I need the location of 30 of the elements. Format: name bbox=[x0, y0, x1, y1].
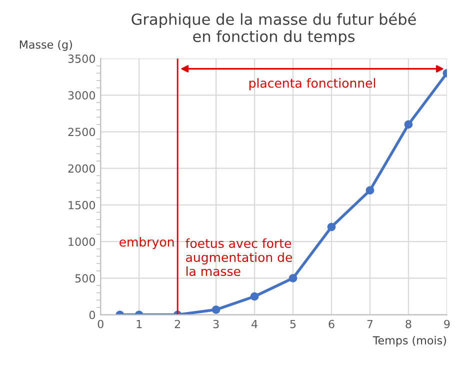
x-tick-label: 7 bbox=[367, 320, 373, 328]
chart-title: Graphique de la masse du futur bébé en fonction du temps bbox=[132, 12, 416, 46]
point bbox=[288, 274, 298, 282]
x-tick-label: 1 bbox=[136, 320, 142, 328]
x-tick-label: 4 bbox=[252, 320, 258, 328]
y-tick-label: 0 bbox=[89, 310, 96, 320]
y-tick-label: 500 bbox=[75, 274, 96, 283]
x-tick-label: 9 bbox=[444, 320, 450, 328]
point bbox=[212, 305, 220, 314]
y-tick-label: 3000 bbox=[68, 91, 96, 100]
x-tick-label: 8 bbox=[406, 320, 412, 328]
y-tick-label: 2500 bbox=[68, 128, 96, 136]
x-tick-label: 0 bbox=[98, 320, 104, 328]
point bbox=[250, 292, 259, 301]
point bbox=[366, 186, 374, 194]
x-axis-title: Temps (mois) bbox=[372, 336, 446, 347]
y-axis-title: Masse (g) bbox=[20, 40, 72, 51]
y-tick-label: 1500 bbox=[68, 200, 96, 210]
x-tick-label: 5 bbox=[290, 320, 296, 328]
annotation: placenta fonctionnel bbox=[249, 78, 376, 90]
annotation: embryon bbox=[120, 236, 174, 250]
x-tick-label: 2 bbox=[174, 320, 180, 328]
point bbox=[327, 222, 336, 232]
y-tick-label: 3500 bbox=[68, 54, 96, 63]
y-tick-label: 1000 bbox=[68, 238, 96, 246]
annotation: foetus avec forte augmentation de la masse bbox=[186, 238, 292, 276]
point bbox=[404, 120, 413, 129]
y-tick-label: 2000 bbox=[68, 164, 96, 173]
x-tick-label: 3 bbox=[213, 320, 219, 328]
x-tick-label: 6 bbox=[328, 320, 334, 328]
